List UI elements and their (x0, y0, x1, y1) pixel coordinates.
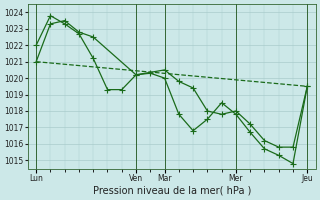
X-axis label: Pression niveau de la mer( hPa ): Pression niveau de la mer( hPa ) (92, 186, 251, 196)
